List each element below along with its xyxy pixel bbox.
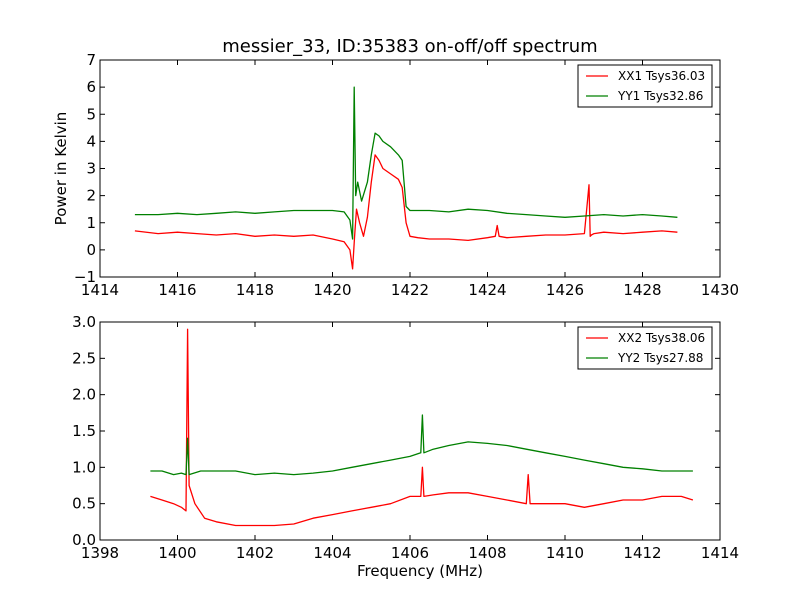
legend-label-2-2: YY2 Tsys27.88 (617, 351, 703, 365)
y-tick-label-2-0: 0.0 (72, 531, 96, 549)
x-tick-label-2-3: 1404 (313, 544, 351, 562)
legend-label-1-1: XX1 Tsys36.03 (618, 69, 705, 83)
series-line-1-2 (134, 86, 678, 240)
y-tick-label-1-0: −1 (74, 268, 96, 286)
y-tick-label-2-6: 3.0 (72, 313, 96, 331)
legend-box-1 (577, 64, 713, 108)
x-tick-label-1-0: 1414 (81, 281, 119, 299)
x-tick-label-1-2: 1418 (236, 281, 274, 299)
y-tick-label-1-8: 7 (86, 51, 96, 69)
x-tick-label-1-6: 1426 (546, 281, 584, 299)
x-tick-label-2-6: 1410 (546, 544, 584, 562)
y-tick-label-1-2: 1 (86, 214, 96, 232)
x-tick-label-1-3: 1420 (313, 281, 351, 299)
y-tick-label-2-5: 2.5 (72, 349, 96, 367)
series-line-1-1 (134, 154, 678, 270)
x-tick-label-2-1: 1400 (158, 544, 196, 562)
y-tick-label-2-2: 1.0 (72, 458, 96, 476)
y-tick-label-2-1: 0.5 (72, 495, 96, 513)
x-tick-label-2-2: 1402 (236, 544, 274, 562)
y-tick-label-1-6: 5 (86, 105, 96, 123)
x-tick-label-1-4: 1422 (391, 281, 429, 299)
y-tick-label-1-4: 3 (86, 160, 96, 178)
y-tick-label-2-4: 2.0 (72, 386, 96, 404)
x-tick-label-1-8: 1430 (701, 281, 739, 299)
y-tick-label-2-3: 1.5 (72, 422, 96, 440)
chart-title: messier_33, ID:35383 on-off/off spectrum (222, 36, 597, 57)
x-tick-label-1-5: 1424 (468, 281, 506, 299)
x-tick-label-2-5: 1408 (468, 544, 506, 562)
x-tick-label-1-1: 1416 (158, 281, 196, 299)
series-line-2-2 (150, 414, 693, 476)
y-tick-label-1-7: 6 (86, 78, 96, 96)
y-tick-label-1-1: 0 (86, 241, 96, 259)
legend-box-2 (577, 326, 713, 370)
x-tick-label-2-8: 1414 (701, 544, 739, 562)
x-tick-label-2-4: 1406 (391, 544, 429, 562)
legend-label-2-1: XX2 Tsys38.06 (618, 331, 705, 345)
x-tick-label-1-7: 1428 (623, 281, 661, 299)
x-axis-label-2: Frequency (MHz) (357, 562, 483, 580)
series-line-2-1 (150, 328, 694, 527)
y-tick-label-1-5: 4 (86, 132, 96, 150)
x-tick-label-2-7: 1412 (623, 544, 661, 562)
y-axis-label-1: Power in Kelvin (52, 112, 70, 226)
y-tick-label-1-3: 2 (86, 187, 96, 205)
legend-label-1-2: YY1 Tsys32.86 (617, 89, 703, 103)
x-tick-label-2-0: 1398 (81, 544, 119, 562)
